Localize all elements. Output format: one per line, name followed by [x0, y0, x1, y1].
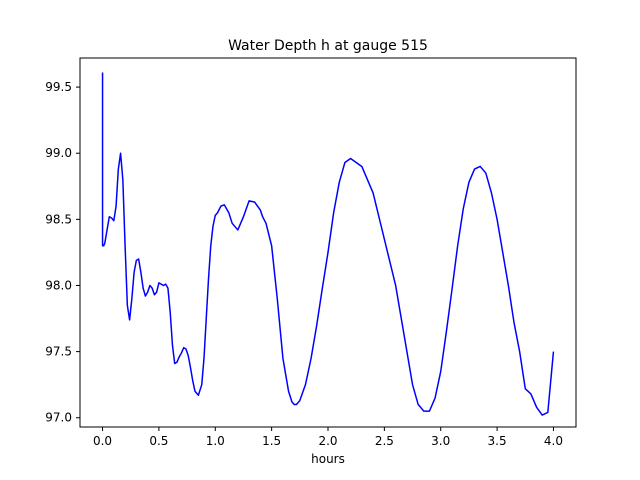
y-tick-label: 98.0: [45, 278, 72, 292]
x-tick-label: 4.0: [544, 434, 563, 448]
x-tick-label: 0.5: [149, 434, 168, 448]
x-tick-label: 3.5: [488, 434, 507, 448]
y-tick-label: 97.0: [45, 411, 72, 425]
y-tick-label: 99.0: [45, 146, 72, 160]
x-tick-label: 2.0: [318, 434, 337, 448]
series-line: [101, 72, 555, 416]
x-axis: 0.0 0.5 1.0 1.5 2.0 2.5 3.0 3.5 4.0: [93, 427, 563, 448]
x-tick-label: 1.5: [262, 434, 281, 448]
x-tick-label: 1.0: [206, 434, 225, 448]
x-tick-label: 0.0: [93, 434, 112, 448]
y-axis: 97.0 97.5 98.0 98.5 99.0 99.5: [45, 80, 80, 425]
y-tick-label: 98.5: [45, 212, 72, 226]
x-tick-label: 2.5: [375, 434, 394, 448]
y-tick-label: 97.5: [45, 345, 72, 359]
x-tick-label: 3.0: [431, 434, 450, 448]
x-axis-label: hours: [311, 452, 345, 466]
chart-title: Water Depth h at gauge 515: [228, 38, 428, 54]
y-tick-label: 99.5: [45, 80, 72, 94]
